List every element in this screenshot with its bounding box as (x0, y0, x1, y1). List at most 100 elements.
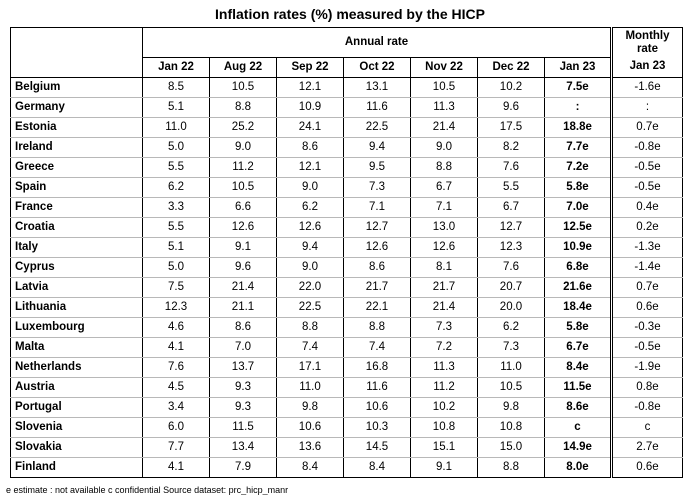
annual-rate-cell: 12.1 (276, 77, 344, 98)
annual-rate-cell: 11.2 (209, 157, 277, 178)
annual-rate-cell: 8.6 (276, 137, 344, 158)
annual-rate-cell: 9.6 (209, 257, 277, 278)
monthly-column-header: Jan 23 (610, 57, 683, 78)
annual-rate-cell: 10.8 (477, 417, 545, 438)
monthly-rate-cell: -0.8e (610, 397, 683, 418)
table-row: Belgium 8.5 10.5 12.1 13.1 10.5 10.2 7.5e -1.6e (10, 77, 683, 98)
monthly-rate-cell: -1.4e (610, 257, 683, 278)
table-row: Spain 6.2 10.5 9.0 7.3 6.7 5.5 5.8e -0.5e (10, 177, 683, 198)
annual-rate-cell: 11.5e (544, 377, 612, 398)
annual-rate-cell: 7.3 (410, 317, 478, 338)
column-header: Jan 22 (142, 57, 210, 78)
annual-rate-cell: 22.1 (343, 297, 411, 318)
monthly-rate-cell: -0.3e (610, 317, 683, 338)
annual-rate-cell: 12.3 (477, 237, 545, 258)
annual-rate-cell: 22.5 (343, 117, 411, 138)
column-header: Aug 22 (209, 57, 277, 78)
annual-rate-cell: 18.8e (544, 117, 612, 138)
annual-rate-cell: 11.0 (276, 377, 344, 398)
annual-rate-cell: 10.6 (276, 417, 344, 438)
table-row: Luxembourg 4.6 8.6 8.8 8.8 7.3 6.2 5.8e -0.3e (10, 317, 683, 338)
annual-rate-cell: 11.2 (410, 377, 478, 398)
annual-rate-cell: 10.9 (276, 97, 344, 118)
annual-rate-cell: 10.3 (343, 417, 411, 438)
annual-rate-cell: 7.3 (477, 337, 545, 358)
monthly-rate-cell: -0.8e (610, 137, 683, 158)
annual-rate-cell: 5.8e (544, 177, 612, 198)
country-name: Austria (10, 377, 143, 398)
annual-rate-cell: 21.7 (343, 277, 411, 298)
annual-rate-cell: 11.3 (410, 357, 478, 378)
monthly-rate-cell: -1.3e (610, 237, 683, 258)
annual-rate-cell: 6.7 (410, 177, 478, 198)
annual-rate-cell: 8.8 (410, 157, 478, 178)
annual-rate-cell: 7.0 (209, 337, 277, 358)
monthly-rate-cell: -0.5e (610, 337, 683, 358)
annual-rate-cell: 7.9 (209, 457, 277, 478)
annual-rate-cell: 13.7 (209, 357, 277, 378)
annual-rate-cell: 3.3 (142, 197, 210, 218)
table-row: Croatia 5.5 12.6 12.6 12.7 13.0 12.7 12.5e 0.2e (10, 217, 683, 238)
annual-rate-cell: 11.0 (142, 117, 210, 138)
country-name: Slovenia (10, 417, 143, 438)
annual-rate-cell: 9.6 (477, 97, 545, 118)
annual-rate-cell: 12.6 (276, 217, 344, 238)
country-column-header (10, 57, 143, 78)
monthly-rate-cell: 2.7e (610, 437, 683, 458)
annual-rate-cell: 11.6 (343, 97, 411, 118)
country-name: Malta (10, 337, 143, 358)
table-row: Germany 5.1 8.8 10.9 11.6 11.3 9.6:: (10, 97, 683, 118)
table-row: France 3.3 6.6 6.2 7.1 7.1 6.7 7.0e 0.4e (10, 197, 683, 218)
annual-rate-cell: 6.2 (276, 197, 344, 218)
annual-rate-cell: 8.4 (343, 457, 411, 478)
table-row: Estonia 11.0 25.2 24.1 22.5 21.4 17.5 18.8e 0.7e (10, 117, 683, 138)
annual-rate-cell: 6.6 (209, 197, 277, 218)
annual-rate-cell: 10.5 (410, 77, 478, 98)
monthly-rate-cell: -0.5e (610, 157, 683, 178)
annual-rate-cell: 13.1 (343, 77, 411, 98)
annual-rate-cell: 12.7 (343, 217, 411, 238)
annual-rate-cell: 8.4e (544, 357, 612, 378)
table-row: Netherlands 7.6 13.7 17.1 16.8 11.3 11.0 8.4e -1… (10, 357, 683, 378)
monthly-rate-cell: : (610, 97, 683, 118)
annual-rate-cell: 9.4 (343, 137, 411, 158)
monthly-rate-cell: c (610, 417, 683, 438)
country-name: Italy (10, 237, 143, 258)
annual-rate-cell: 9.1 (209, 237, 277, 258)
annual-rate-cell: 4.5 (142, 377, 210, 398)
annual-rate-cell: 9.3 (209, 397, 277, 418)
monthly-rate-cell: 0.6e (610, 297, 683, 318)
annual-rate-cell: 14.5 (343, 437, 411, 458)
country-name: Cyprus (10, 257, 143, 278)
monthly-rate-cell: 0.6e (610, 457, 683, 478)
table-row: Latvia 7.5 21.4 22.0 21.7 21.7 20.7 21.6e 0.7e (10, 277, 683, 298)
table-row: Portugal 3.4 9.3 9.8 10.6 10.2 9.8 8.6e -0.8e (10, 397, 683, 418)
column-header: Sep 22 (276, 57, 344, 78)
annual-rate-cell: 21.7 (410, 277, 478, 298)
table-row: Italy 5.1 9.1 9.4 12.6 12.6 12.3 10.9e -1.3e (10, 237, 683, 258)
country-name: Finland (10, 457, 143, 478)
annual-rate-cell: 3.4 (142, 397, 210, 418)
hicp-table: Annual rate Monthly rate Jan 22 Aug 22 S… (10, 27, 683, 478)
column-header: Dec 22 (477, 57, 545, 78)
country-name: Spain (10, 177, 143, 198)
country-name: France (10, 197, 143, 218)
table-row: Slovenia 6.0 11.5 10.6 10.3 10.8 10.8 c c (10, 417, 683, 438)
annual-rate-cell: 15.1 (410, 437, 478, 458)
annual-rate-cell: 6.2 (142, 177, 210, 198)
annual-rate-cell: 24.1 (276, 117, 344, 138)
annual-rate-cell: 8.2 (477, 137, 545, 158)
annual-rate-cell: 8.8 (477, 457, 545, 478)
country-name: Portugal (10, 397, 143, 418)
annual-rate-cell: 4.1 (142, 337, 210, 358)
country-name: Greece (10, 157, 143, 178)
annual-rate-cell: 17.5 (477, 117, 545, 138)
annual-rate-cell: 6.2 (477, 317, 545, 338)
country-name: Lithuania (10, 297, 143, 318)
annual-rate-cell: 8.0e (544, 457, 612, 478)
annual-rate-cell: 22.0 (276, 277, 344, 298)
annual-rate-cell: 12.7 (477, 217, 545, 238)
monthly-rate-cell: 0.2e (610, 217, 683, 238)
annual-rate-cell: 5.5 (477, 177, 545, 198)
annual-rate-cell: 7.1 (410, 197, 478, 218)
